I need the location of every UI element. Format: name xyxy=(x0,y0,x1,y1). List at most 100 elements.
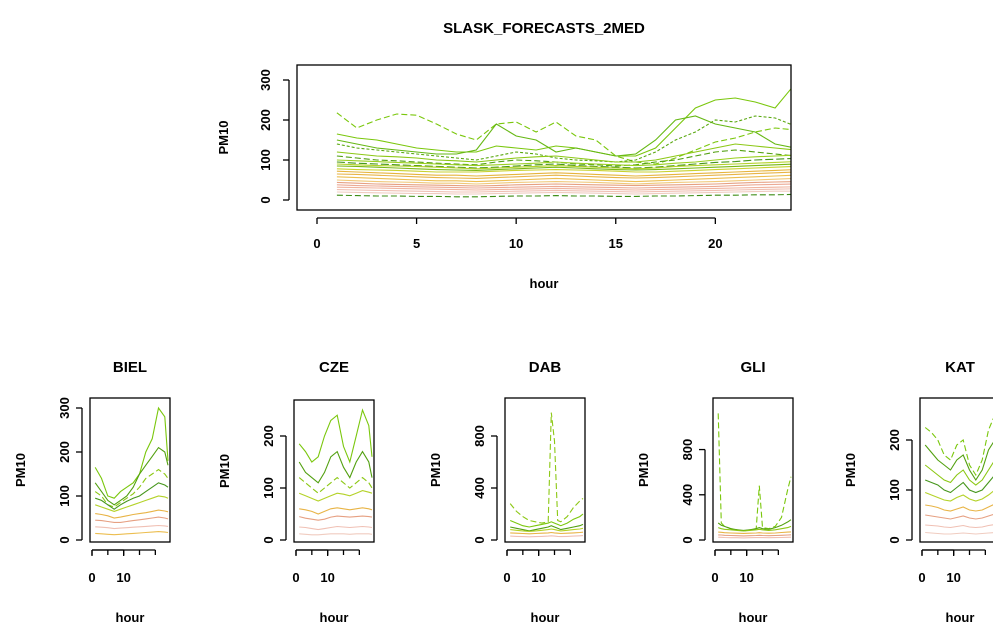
series-line-5 xyxy=(718,534,792,537)
y-tick-label: 100 xyxy=(261,477,276,499)
y-axis-label: PM10 xyxy=(843,453,858,487)
series-line-3 xyxy=(336,115,791,157)
series-line-15 xyxy=(336,178,791,185)
series-group xyxy=(509,412,584,538)
x-tick-label: 0 xyxy=(313,236,320,251)
x-tick-label: 0 xyxy=(292,570,299,585)
y-tick-label: 0 xyxy=(472,536,487,543)
y-tick-label: 400 xyxy=(472,477,487,499)
series-line-2 xyxy=(336,87,791,157)
y-axis-label: PM10 xyxy=(216,121,231,155)
series-line-7 xyxy=(95,516,169,523)
series-line-3 xyxy=(718,525,792,532)
y-axis-label: PM10 xyxy=(13,453,28,487)
plot-frame xyxy=(89,397,171,543)
y-tick-label: 200 xyxy=(887,429,902,451)
series-line-2 xyxy=(94,446,169,506)
x-tick-label: 0 xyxy=(503,570,510,585)
series-line-17 xyxy=(336,183,791,189)
chart-title: DAB xyxy=(529,359,562,376)
y-tick-label: 300 xyxy=(258,69,273,91)
chart-title: SLASK_FORECASTS_2MED xyxy=(443,20,645,37)
series-line-21 xyxy=(336,193,791,198)
y-tick-label: 200 xyxy=(261,425,276,447)
y-tick-label: 400 xyxy=(680,484,695,506)
series-line-2 xyxy=(717,519,792,531)
series-line-12 xyxy=(336,169,791,177)
x-tick-label: 5 xyxy=(413,236,420,251)
series-line-1 xyxy=(94,406,169,499)
series-line-1 xyxy=(717,413,792,532)
series-line-5 xyxy=(510,531,584,535)
series-line-11 xyxy=(336,166,791,173)
y-tick-label: 200 xyxy=(258,109,273,131)
x-axis-label: hour xyxy=(531,610,560,625)
series-line-2 xyxy=(298,450,373,484)
x-axis-label: hour xyxy=(739,610,768,625)
series-group xyxy=(298,408,373,536)
x-tick-label: 10 xyxy=(739,570,753,585)
x-tick-label: 0 xyxy=(711,570,718,585)
x-tick-label: 20 xyxy=(708,236,722,251)
series-line-9 xyxy=(925,531,993,535)
y-tick-label: 300 xyxy=(57,397,72,419)
series-line-8 xyxy=(299,533,373,536)
plot-frame xyxy=(919,397,993,543)
y-tick-label: 800 xyxy=(680,439,695,461)
x-tick-label: 0 xyxy=(88,570,95,585)
panel-gli: GLI 0 10 0 400 800 hour PM10 xyxy=(636,359,794,625)
series-line-4 xyxy=(510,527,584,533)
series-line-7 xyxy=(925,513,993,520)
y-tick-label: 0 xyxy=(680,536,695,543)
series-line-5 xyxy=(336,143,791,163)
series-line-4 xyxy=(718,531,792,534)
y-tick-label: 0 xyxy=(261,536,276,543)
series-line-1 xyxy=(509,412,584,524)
x-tick-label: 10 xyxy=(320,570,334,585)
series-line-6 xyxy=(718,536,792,539)
x-tick-label: 10 xyxy=(509,236,523,251)
series-group xyxy=(924,417,993,535)
plot-frame xyxy=(712,397,794,543)
series-line-13 xyxy=(336,171,791,179)
x-axis-label: hour xyxy=(116,610,145,625)
series-line-7 xyxy=(299,525,373,531)
x-tick-label: 10 xyxy=(946,570,960,585)
y-tick-label: 200 xyxy=(57,441,72,463)
x-axis-label: hour xyxy=(530,276,559,291)
series-line-6 xyxy=(336,149,791,167)
series-line-8 xyxy=(925,524,993,529)
series-line-8 xyxy=(95,524,169,530)
series-line-4 xyxy=(336,115,791,163)
series-line-1 xyxy=(924,417,993,477)
chart-title: GLI xyxy=(741,359,766,376)
y-tick-label: 100 xyxy=(57,485,72,507)
y-tick-label: 0 xyxy=(887,536,902,543)
series-line-20 xyxy=(336,190,791,195)
series-line-9 xyxy=(95,531,169,536)
series-group xyxy=(94,406,169,536)
panel-dab: DAB 0 10 0 400 800 hour PM10 xyxy=(428,359,586,625)
series-line-18 xyxy=(336,186,791,191)
series-line-3 xyxy=(298,476,373,494)
series-line-19 xyxy=(336,188,791,193)
series-group xyxy=(336,87,791,198)
series-line-16 xyxy=(336,181,791,187)
series-line-4 xyxy=(95,482,169,510)
y-tick-label: 100 xyxy=(258,149,273,171)
series-line-6 xyxy=(299,515,373,521)
series-line-2 xyxy=(509,513,584,528)
series-group xyxy=(717,413,792,539)
series-line-5 xyxy=(924,490,993,502)
series-line-6 xyxy=(95,509,169,519)
series-line-5 xyxy=(299,507,373,515)
x-tick-label: 10 xyxy=(116,570,130,585)
series-line-1 xyxy=(336,112,791,165)
series-line-4 xyxy=(924,476,993,494)
plot-frame xyxy=(293,399,375,543)
y-axis-label: PM10 xyxy=(636,453,651,487)
y-axis-label: PM10 xyxy=(428,453,443,487)
y-tick-label: 0 xyxy=(57,536,72,543)
